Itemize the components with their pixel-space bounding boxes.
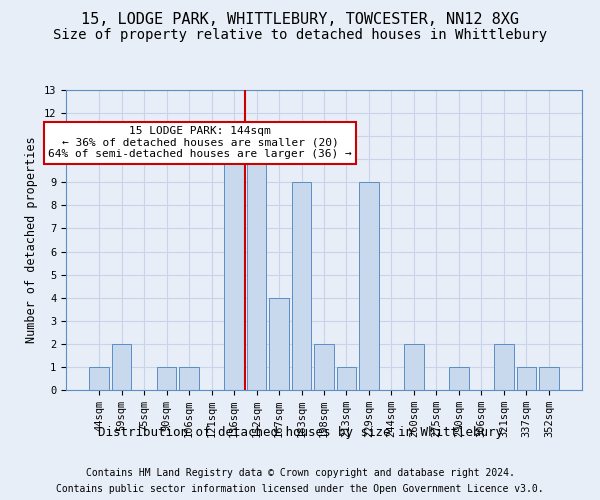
Bar bbox=[404, 344, 424, 390]
Text: Contains public sector information licensed under the Open Government Licence v3: Contains public sector information licen… bbox=[56, 484, 544, 494]
Bar bbox=[337, 367, 356, 390]
Bar bbox=[247, 136, 266, 390]
Text: 15 LODGE PARK: 144sqm
← 36% of detached houses are smaller (20)
64% of semi-deta: 15 LODGE PARK: 144sqm ← 36% of detached … bbox=[48, 126, 352, 159]
Bar bbox=[494, 344, 514, 390]
Bar bbox=[539, 367, 559, 390]
Bar bbox=[449, 367, 469, 390]
Bar bbox=[269, 298, 289, 390]
Text: Size of property relative to detached houses in Whittlebury: Size of property relative to detached ho… bbox=[53, 28, 547, 42]
Text: Contains HM Land Registry data © Crown copyright and database right 2024.: Contains HM Land Registry data © Crown c… bbox=[86, 468, 514, 477]
Bar bbox=[224, 159, 244, 390]
Bar bbox=[179, 367, 199, 390]
Bar bbox=[112, 344, 131, 390]
Bar bbox=[292, 182, 311, 390]
Text: 15, LODGE PARK, WHITTLEBURY, TOWCESTER, NN12 8XG: 15, LODGE PARK, WHITTLEBURY, TOWCESTER, … bbox=[81, 12, 519, 28]
Text: Distribution of detached houses by size in Whittlebury: Distribution of detached houses by size … bbox=[97, 426, 503, 439]
Bar bbox=[89, 367, 109, 390]
Bar bbox=[517, 367, 536, 390]
Y-axis label: Number of detached properties: Number of detached properties bbox=[25, 136, 38, 344]
Bar bbox=[359, 182, 379, 390]
Bar bbox=[314, 344, 334, 390]
Bar bbox=[157, 367, 176, 390]
